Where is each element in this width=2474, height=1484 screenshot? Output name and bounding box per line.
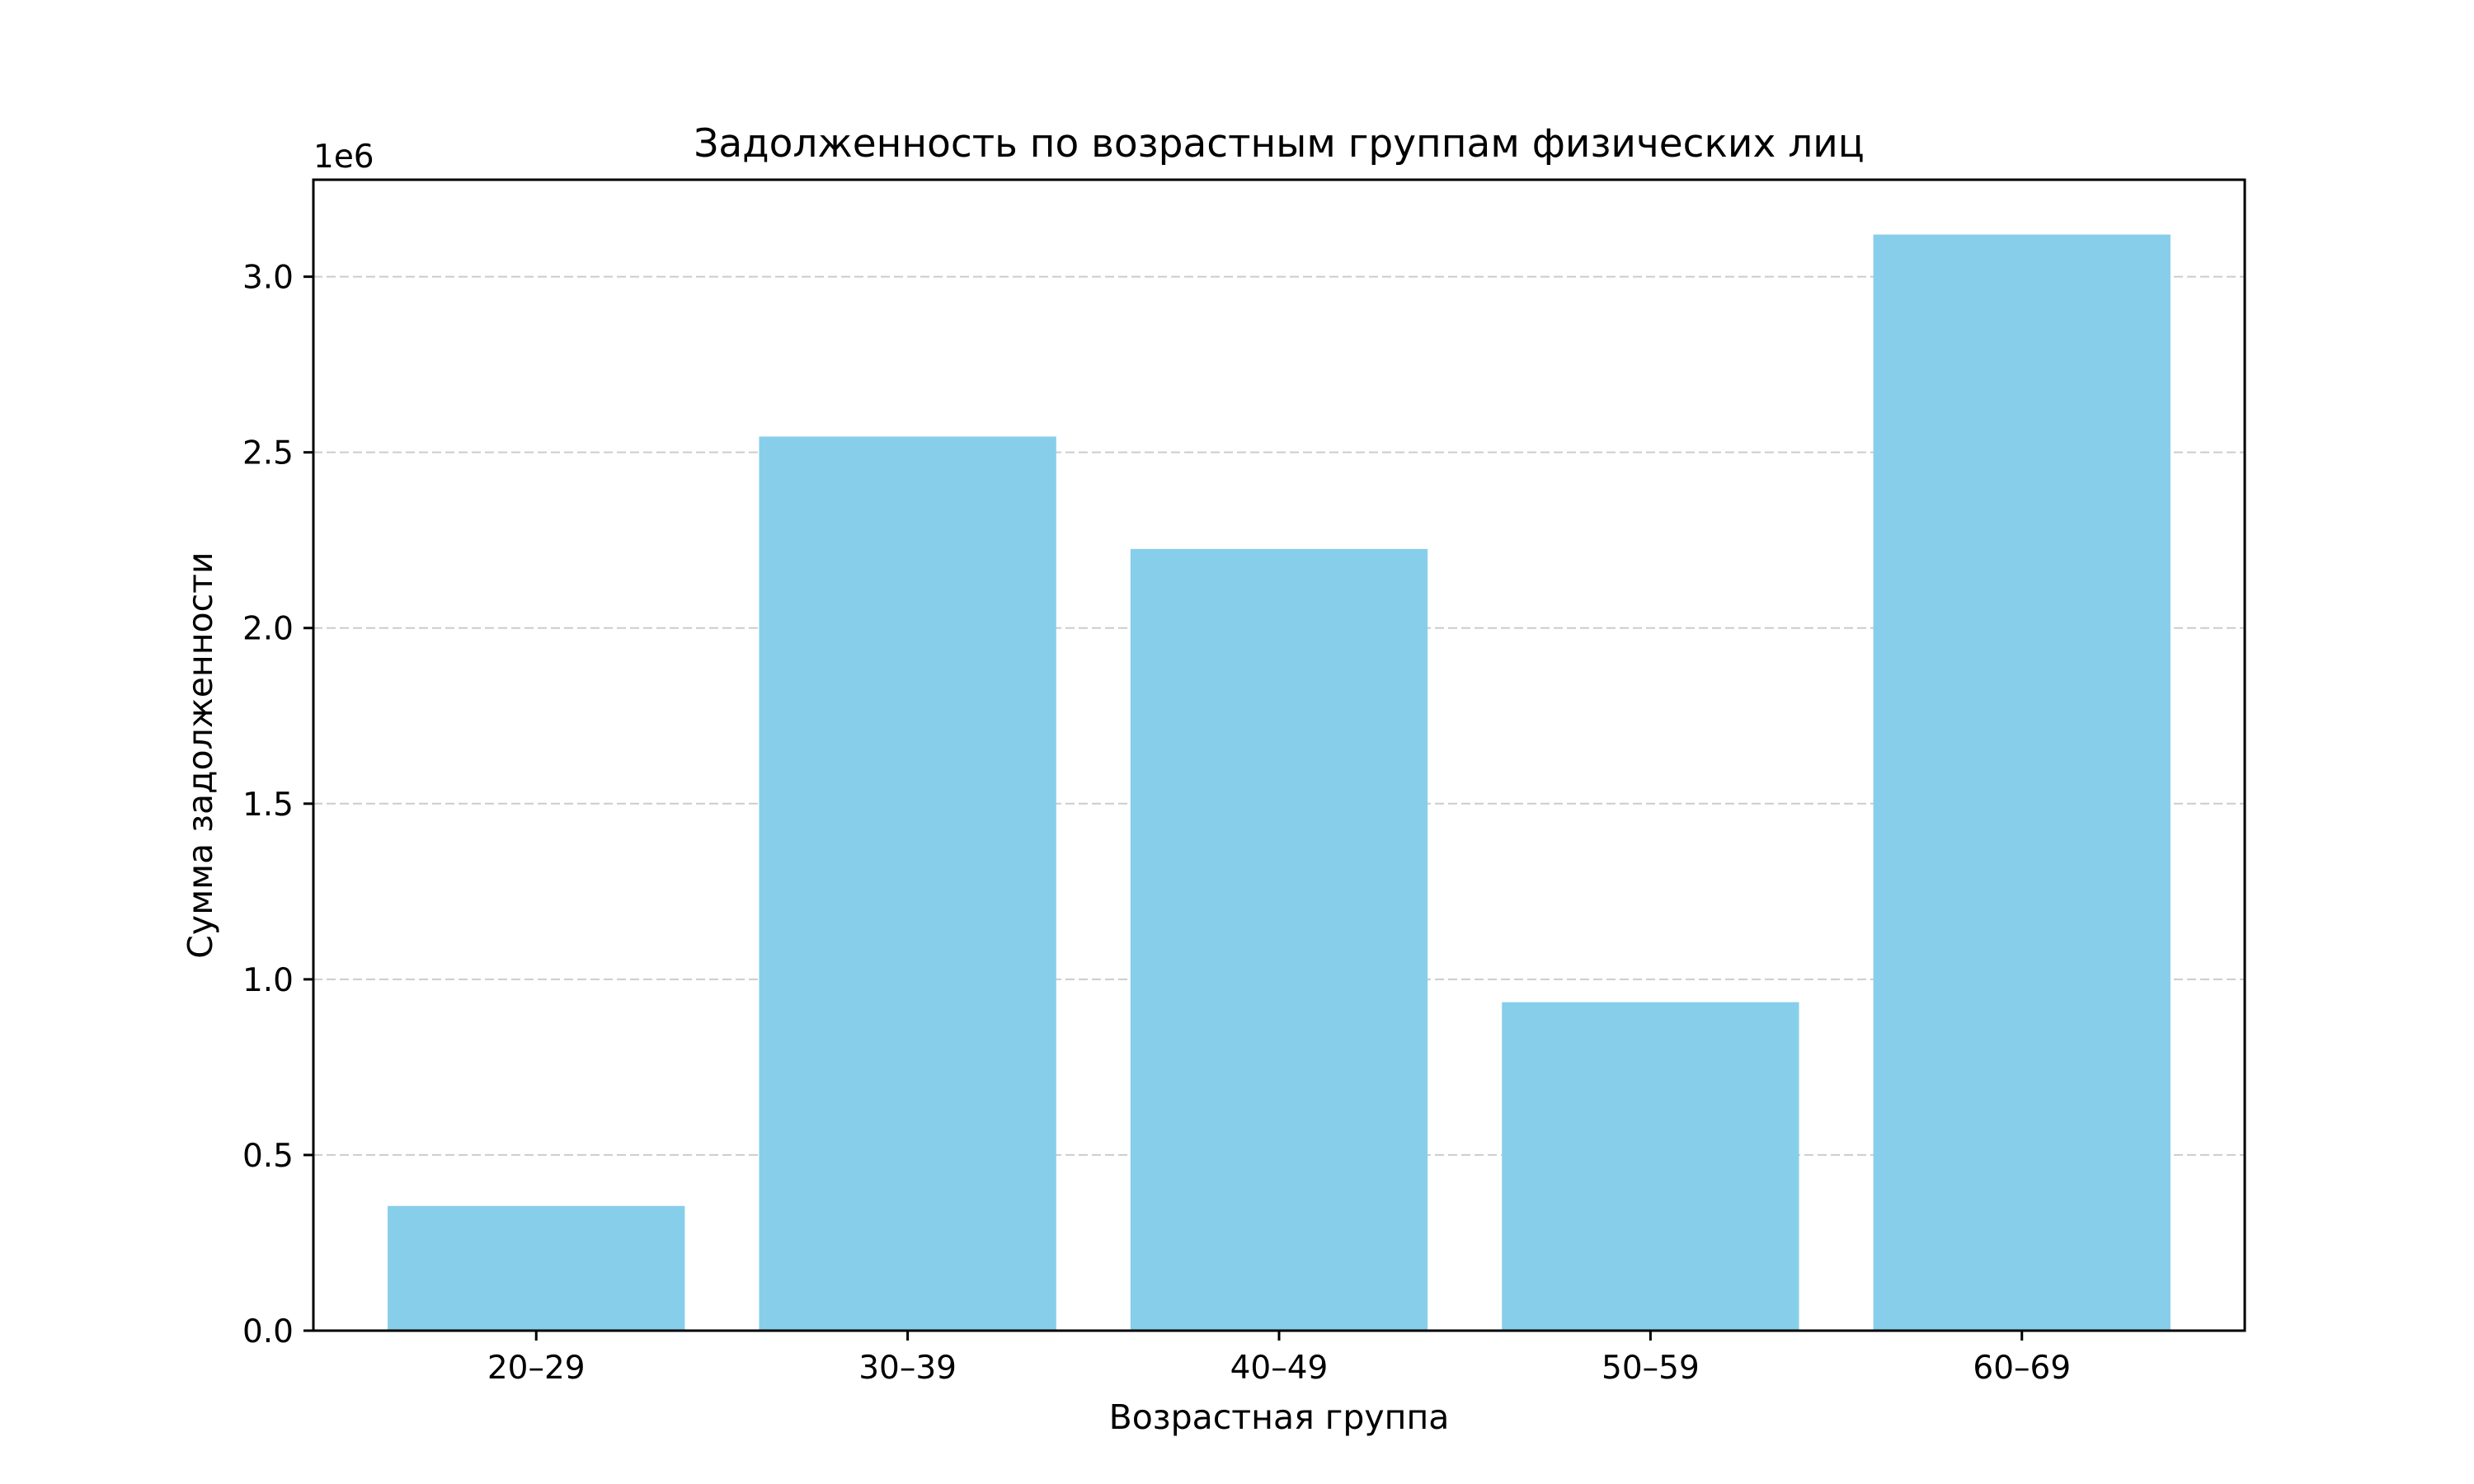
- x-tick-label: 60–69: [1973, 1350, 2071, 1387]
- y-axis-offset-label: 1e6: [313, 139, 374, 176]
- y-tick-label: 2.0: [242, 611, 294, 648]
- y-tick-label: 1.0: [242, 962, 294, 999]
- bar: [388, 1205, 685, 1331]
- y-tick-label: 0.5: [242, 1138, 294, 1175]
- chart-title: Задолженность по возрастным группам физи…: [694, 121, 1865, 167]
- x-tick-label: 30–39: [858, 1350, 957, 1387]
- x-axis-label: Возрастная группа: [1109, 1397, 1450, 1437]
- bar: [1130, 548, 1428, 1331]
- axis-ticks: 0.0 0.5 1.0 1.5 2.0 2.5 3.0 20–29 30–39 40–49 50–5…: [242, 260, 2071, 1387]
- bar: [1502, 1002, 1799, 1331]
- x-tick-label: 20–29: [487, 1350, 586, 1387]
- y-tick-label: 3.0: [242, 260, 294, 297]
- y-tick-label: 2.5: [242, 435, 294, 472]
- y-tick-label: 0.0: [242, 1313, 294, 1350]
- x-tick-label: 50–59: [1602, 1350, 1700, 1387]
- y-axis-label: Сумма задолженности: [181, 552, 220, 958]
- y-tick-label: 1.5: [242, 787, 294, 824]
- x-tick-label: 40–49: [1230, 1350, 1329, 1387]
- bar: [1873, 234, 2171, 1331]
- bars: [388, 234, 2171, 1331]
- bar: [759, 436, 1056, 1331]
